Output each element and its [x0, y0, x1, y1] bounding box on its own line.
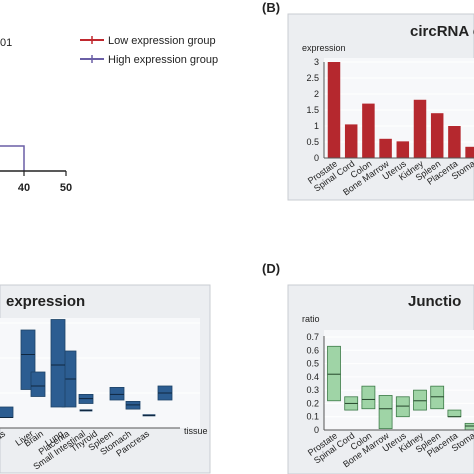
panel-a-partial-text: 01: [0, 37, 12, 49]
bar-kidney: [413, 99, 427, 158]
panel-a-x-tick-label-50: 50: [60, 182, 72, 194]
panel-d-y-tick-label: 0: [314, 425, 319, 435]
box-colon: [361, 385, 376, 410]
bar-bone-marrow: [379, 138, 392, 158]
panel-d-y-tick-label: 0.1: [306, 412, 319, 422]
panel-d-y-ticks: 0.7 0.6 0.5 0.4 0.3 0.2 0.1 0: [306, 332, 319, 435]
bar-placenta: [448, 126, 461, 158]
panel-d-y-tick-label: 0.7: [306, 332, 319, 342]
legend-low-label: Low expression group: [108, 35, 216, 47]
panel-c-boxes: [0, 319, 173, 418]
panel-b-y-ticks: 3 2.5 2 1.5 1 0.5 0: [306, 57, 319, 163]
panel-b-y-tick-label: 2.5: [306, 73, 319, 83]
panel-d-letter: (D): [262, 261, 280, 276]
panel-b-y-tick-label: 0.5: [306, 137, 319, 147]
bar-prostate: [327, 62, 341, 158]
panel-b-y-tick-label: 0: [314, 153, 319, 163]
panel-d-boxes: [327, 345, 474, 431]
box-uterus: [395, 396, 410, 418]
panel-c: expression eas LiverBrainLungPlacentaSmal…: [0, 284, 211, 474]
box-bone-marrow: [378, 395, 393, 430]
panel-c-x-tick-label: eas: [0, 428, 8, 445]
box-kidney: [413, 389, 427, 411]
panel-d-y-tick-label: 0.6: [306, 345, 319, 355]
panel-b: circRNA e expression 32.521.510.50 Prost…: [287, 13, 474, 201]
bar-uterus: [396, 141, 410, 158]
panel-c-xlabel: tissue: [184, 426, 208, 436]
panel-d-y-tick-label: 0.4: [306, 372, 319, 382]
panel-d: Junctio ratio 0.70.60.50.40.30.20.10 Pro…: [287, 284, 474, 474]
bar-spleen: [430, 113, 444, 158]
panel-b-y-tick-label: 1.5: [306, 105, 319, 115]
panel-d-ylabel: ratio: [302, 314, 320, 324]
panel-b-ylabel: expression: [302, 43, 346, 53]
panel-b-y-tick-label: 3: [314, 57, 319, 67]
panel-d-title: Junctio: [408, 293, 461, 310]
panel-b-bars: [327, 62, 474, 158]
panel-b-y-tick-label: 2: [314, 89, 319, 99]
panel-a-x-tick-label-40: 40: [18, 182, 30, 194]
panel-d-y-tick-label: 0.2: [306, 398, 319, 408]
panel-b-y-tick-label: 1: [314, 121, 319, 131]
panel-d-y-tick-label: 0.5: [306, 359, 319, 369]
box-placenta: [447, 409, 462, 418]
bar-stoma: [465, 146, 474, 158]
panel-b-title: circRNA e: [410, 23, 474, 40]
box-stoma: [464, 422, 474, 431]
box-2: [30, 371, 46, 397]
bar-colon: [362, 103, 375, 158]
box-4: [50, 319, 66, 408]
panel-b-letter: (B): [262, 0, 280, 15]
box-7: [109, 386, 125, 401]
panel-a: 01 Low expression group High expression …: [0, 35, 218, 194]
survival-curve-high: [0, 145, 25, 171]
bar-spinal-cord: [344, 124, 358, 158]
box-0: [0, 406, 14, 418]
legend-high-label: High expression group: [108, 54, 218, 66]
box-prostate: [327, 345, 341, 402]
box-spleen: [430, 385, 445, 410]
panel-d-y-tick-label: 0.3: [306, 385, 319, 395]
panel-c-title: expression: [6, 293, 85, 310]
